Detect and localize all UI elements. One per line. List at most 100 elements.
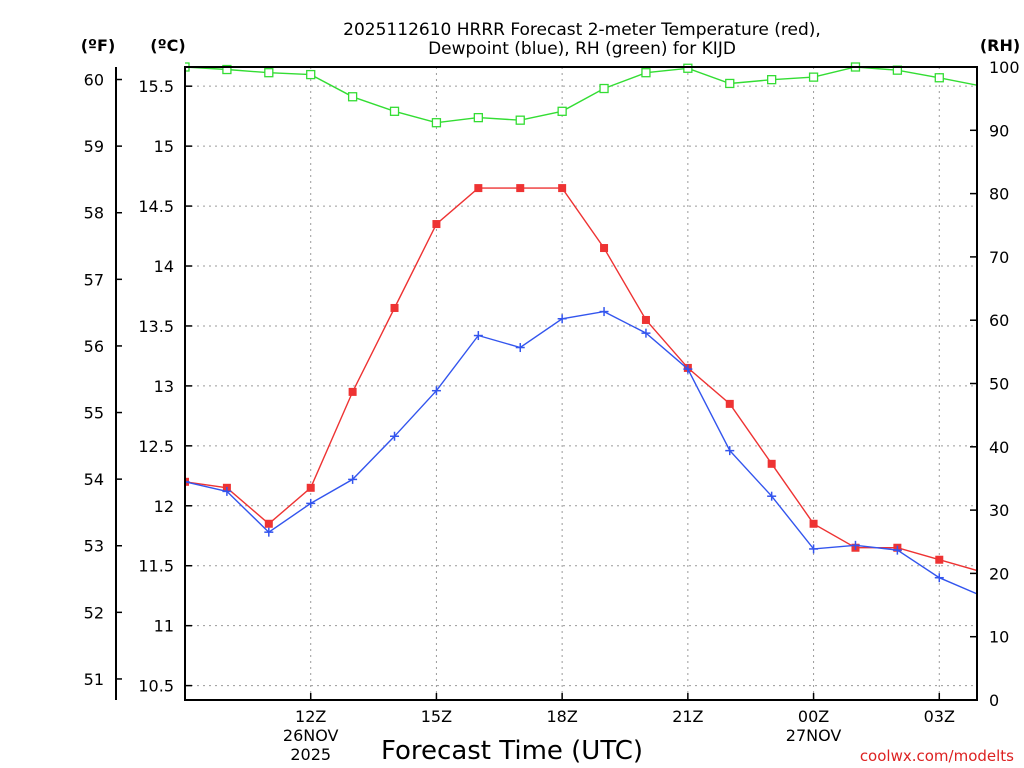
fahrenheit-tick-label: 53	[84, 537, 104, 556]
fahrenheit-tick-label: 55	[84, 404, 104, 423]
dewpoint-point	[431, 386, 441, 396]
rh-point	[389, 106, 400, 116]
rh-point	[934, 73, 944, 83]
celsius-unit-label: (ºC)	[150, 36, 185, 55]
rh-tick-label: 30	[989, 501, 1009, 520]
dewpoint-line	[185, 310, 977, 595]
dewpoint-point	[850, 540, 860, 550]
rh-tick-label: 80	[989, 185, 1009, 204]
rh-tick-label: 50	[989, 375, 1009, 394]
rh-point	[557, 106, 567, 116]
celsius-tick-label: 11.5	[138, 557, 174, 576]
x-tick-label: 03Z	[924, 707, 955, 726]
celsius-tick-label: 14.5	[138, 197, 174, 216]
rh-point	[431, 118, 442, 128]
series-layer	[185, 62, 985, 597]
rh-tick-label: 40	[989, 438, 1009, 457]
celsius-tick-label: 15	[154, 137, 174, 156]
dewpoint-point	[892, 545, 902, 555]
dewpoint-point	[725, 446, 735, 456]
fahrenheit-tick-label: 60	[84, 71, 104, 90]
2-meter-temperature-point	[432, 220, 441, 229]
rh-point	[222, 64, 232, 75]
2-meter-temperature-point	[306, 483, 315, 492]
2-meter-temperature-point	[809, 519, 818, 528]
rh-point	[306, 69, 316, 80]
celsius-tick-label: 13.5	[138, 317, 174, 336]
2-meter-temperature-line	[185, 187, 977, 572]
rh-tick-label: 100	[989, 58, 1020, 77]
2-meter-temperature-point	[348, 387, 357, 396]
celsius-tick-label: 15.5	[138, 77, 174, 96]
dewpoint-point	[557, 314, 567, 324]
rh-tick-label: 0	[989, 691, 999, 710]
dewpoint-point	[222, 486, 232, 496]
chart-title-line-2: Dewpoint (blue), RH (green) for KIJD	[428, 39, 736, 59]
fahrenheit-tick-label: 52	[84, 603, 104, 622]
rh-point	[515, 115, 525, 125]
dewpoint-point	[767, 491, 777, 501]
rh-point	[683, 63, 693, 73]
dewpoint-point	[976, 594, 977, 597]
rh-point	[347, 92, 358, 102]
axes	[115, 66, 978, 701]
dewpoint-point	[683, 364, 693, 374]
dewpoint-point	[264, 527, 274, 537]
dewpoint-point	[390, 431, 400, 441]
2-meter-temperature-point	[390, 303, 399, 312]
x-tick-label: 15Z	[421, 707, 452, 726]
rh-point	[725, 78, 735, 89]
2-meter-temperature-point	[641, 315, 650, 324]
2-meter-temperature-point	[977, 568, 985, 576]
rh-point	[264, 68, 274, 78]
celsius-tick-label: 13	[154, 377, 174, 396]
fahrenheit-unit-label: (ºF)	[81, 36, 116, 55]
rh-tick-label: 20	[989, 564, 1009, 583]
2-meter-temperature-point	[935, 555, 944, 564]
chart-title-line-1: 2025112610 HRRR Forecast 2-meter Tempera…	[343, 20, 821, 40]
rh-line	[185, 66, 977, 124]
fahrenheit-tick-label: 58	[84, 204, 104, 223]
dewpoint-point	[348, 474, 358, 484]
rh-point	[473, 112, 483, 123]
dewpoint-point	[473, 331, 483, 341]
fahrenheit-tick-label: 59	[84, 137, 104, 156]
dewpoint-point	[306, 498, 316, 508]
grid-lines	[185, 67, 977, 700]
rh-point	[641, 68, 651, 78]
credit-text: coolwx.com/modelts	[860, 747, 1014, 765]
rh-tick-label: 60	[989, 311, 1009, 330]
rh-point	[976, 81, 977, 91]
fahrenheit-tick-label: 51	[84, 670, 104, 689]
rh-point	[808, 72, 819, 82]
x-tick-date-label: 26NOV	[283, 726, 339, 745]
dewpoint-point	[934, 573, 944, 583]
x-tick-label: 21Z	[672, 707, 703, 726]
plot-frame	[184, 66, 978, 701]
x-tick-label: 00Z	[798, 707, 829, 726]
2-meter-temperature-point	[474, 184, 483, 193]
x-axis-label: Forecast Time (UTC)	[381, 736, 643, 766]
rh-tick-label: 10	[989, 628, 1009, 647]
fahrenheit-tick-label: 57	[84, 270, 104, 289]
celsius-tick-label: 14	[154, 257, 174, 276]
dewpoint-point	[809, 544, 819, 554]
rh-tick-label: 70	[989, 248, 1009, 267]
celsius-tick-label: 11	[154, 617, 174, 636]
2-meter-temperature-point	[264, 519, 273, 528]
fahrenheit-tick-label: 54	[84, 470, 104, 489]
celsius-tick-label: 12	[154, 497, 174, 516]
dewpoint-point	[515, 343, 525, 353]
x-tick-year-label: 2025	[290, 745, 331, 764]
fahrenheit-tick-label: 56	[84, 337, 104, 356]
2-meter-temperature-point	[516, 184, 525, 193]
x-tick-label: 12Z	[295, 707, 326, 726]
2-meter-temperature-point	[725, 399, 734, 408]
dewpoint-point	[599, 307, 609, 317]
x-tick-label: 18Z	[546, 707, 577, 726]
celsius-tick-label: 10.5	[138, 677, 174, 696]
rh-unit-label: (RH)	[980, 36, 1020, 55]
rh-point	[767, 75, 777, 85]
